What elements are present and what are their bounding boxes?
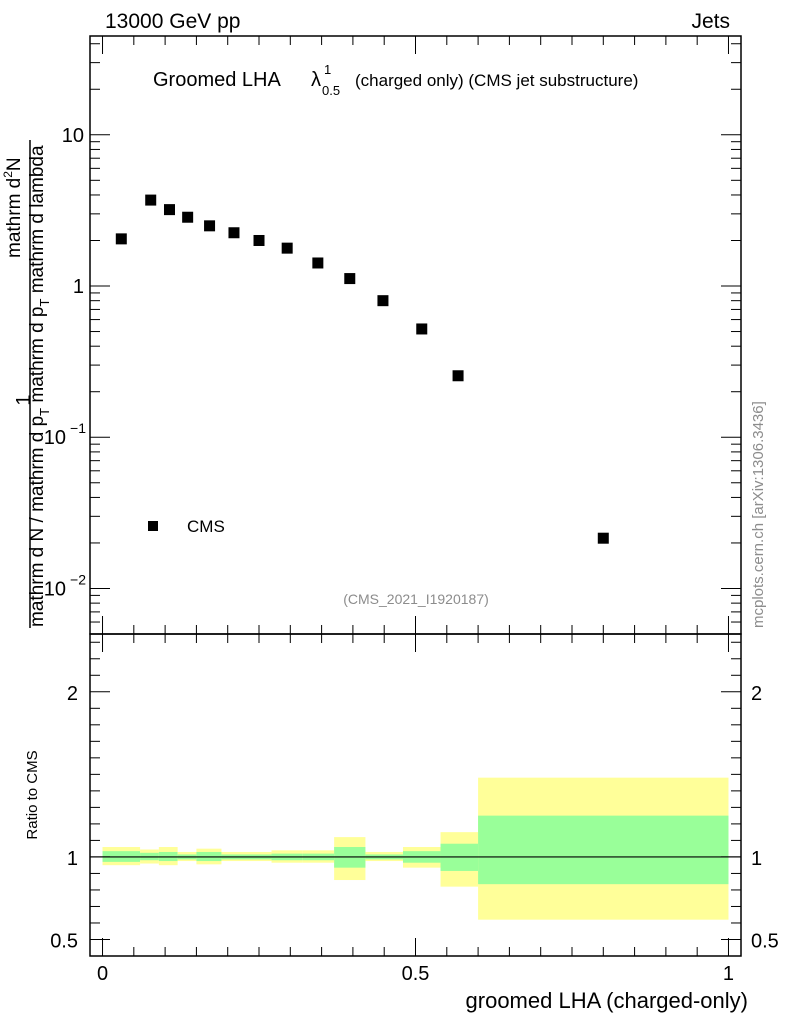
data-point [228, 227, 240, 239]
y-axis-label: 1 mathrm d N / mathrm d pT mathrm d pT m… [1, 140, 52, 628]
x-tick-label: 0 [97, 963, 108, 985]
y-label-numerator: mathrm d2N [1, 157, 25, 258]
y-tick-label: 10 [44, 578, 66, 600]
analysis-id: (CMS_2021_I1920187) [343, 591, 489, 607]
x-axis-label: groomed LHA (charged-only) [466, 988, 748, 1013]
x-tick-label: 0.5 [402, 963, 430, 985]
y-label-denominator: mathrm d N / mathrm d pT mathrm d pT mat… [27, 145, 52, 627]
title-suffix: (charged only) (CMS jet substructure) [355, 71, 638, 90]
title-sup: 1 [324, 62, 331, 77]
ratio-stat-band [478, 815, 729, 885]
y-tick-label: 1 [73, 276, 84, 298]
data-point [452, 370, 464, 382]
y-tick-exponent: −2 [70, 571, 86, 587]
data-point [312, 257, 324, 269]
data-point [416, 323, 428, 335]
y-tick-exponent: −1 [70, 420, 86, 436]
ratio-y-ticks: 2 2 1 1 0.5 0.5 [50, 641, 779, 952]
data-point [163, 204, 175, 216]
data-point [115, 233, 127, 245]
plot-title: Groomed LHA λ 1 0.5 (charged only) (CMS … [153, 62, 638, 98]
data-point [377, 295, 389, 307]
data-point [597, 532, 609, 544]
x-axis-ticks: 0 0.5 1 [97, 616, 734, 985]
data-series-cms [115, 194, 609, 544]
main-x-ticks [102, 36, 729, 54]
data-point [281, 242, 293, 254]
legend-label: CMS [187, 517, 225, 536]
title-main: Groomed LHA [153, 69, 281, 91]
data-point [182, 211, 194, 223]
ratio-uncertainty-bands [102, 777, 729, 920]
data-point [204, 220, 216, 232]
y-label-one: 1 [13, 394, 35, 405]
energy-label: 13000 GeV pp [105, 10, 240, 33]
ratio-tick-label-right: 2 [751, 683, 762, 705]
ratio-tick-label-right: 0.5 [751, 930, 779, 952]
title-sub: 0.5 [322, 83, 340, 98]
ratio-tick-label: 1 [67, 848, 78, 870]
data-point [253, 234, 265, 246]
title-symbol: λ [311, 69, 321, 91]
data-point [344, 273, 356, 285]
ratio-tick-label: 2 [67, 683, 78, 705]
ratio-tick-label-right: 1 [751, 848, 762, 870]
legend: CMS [148, 517, 225, 536]
side-watermark: mcplots.cern.ch [arXiv:1306.3436] [750, 401, 767, 628]
category-label: Jets [691, 10, 730, 33]
ratio-tick-label: 0.5 [50, 930, 78, 952]
y-tick-label: 10 [44, 427, 66, 449]
x-tick-label: 1 [723, 963, 734, 985]
ratio-y-label: Ratio to CMS [24, 750, 41, 839]
data-point [145, 194, 157, 206]
legend-marker [148, 521, 158, 531]
main-plot-frame [89, 35, 742, 635]
y-tick-label: 10 [62, 125, 84, 147]
